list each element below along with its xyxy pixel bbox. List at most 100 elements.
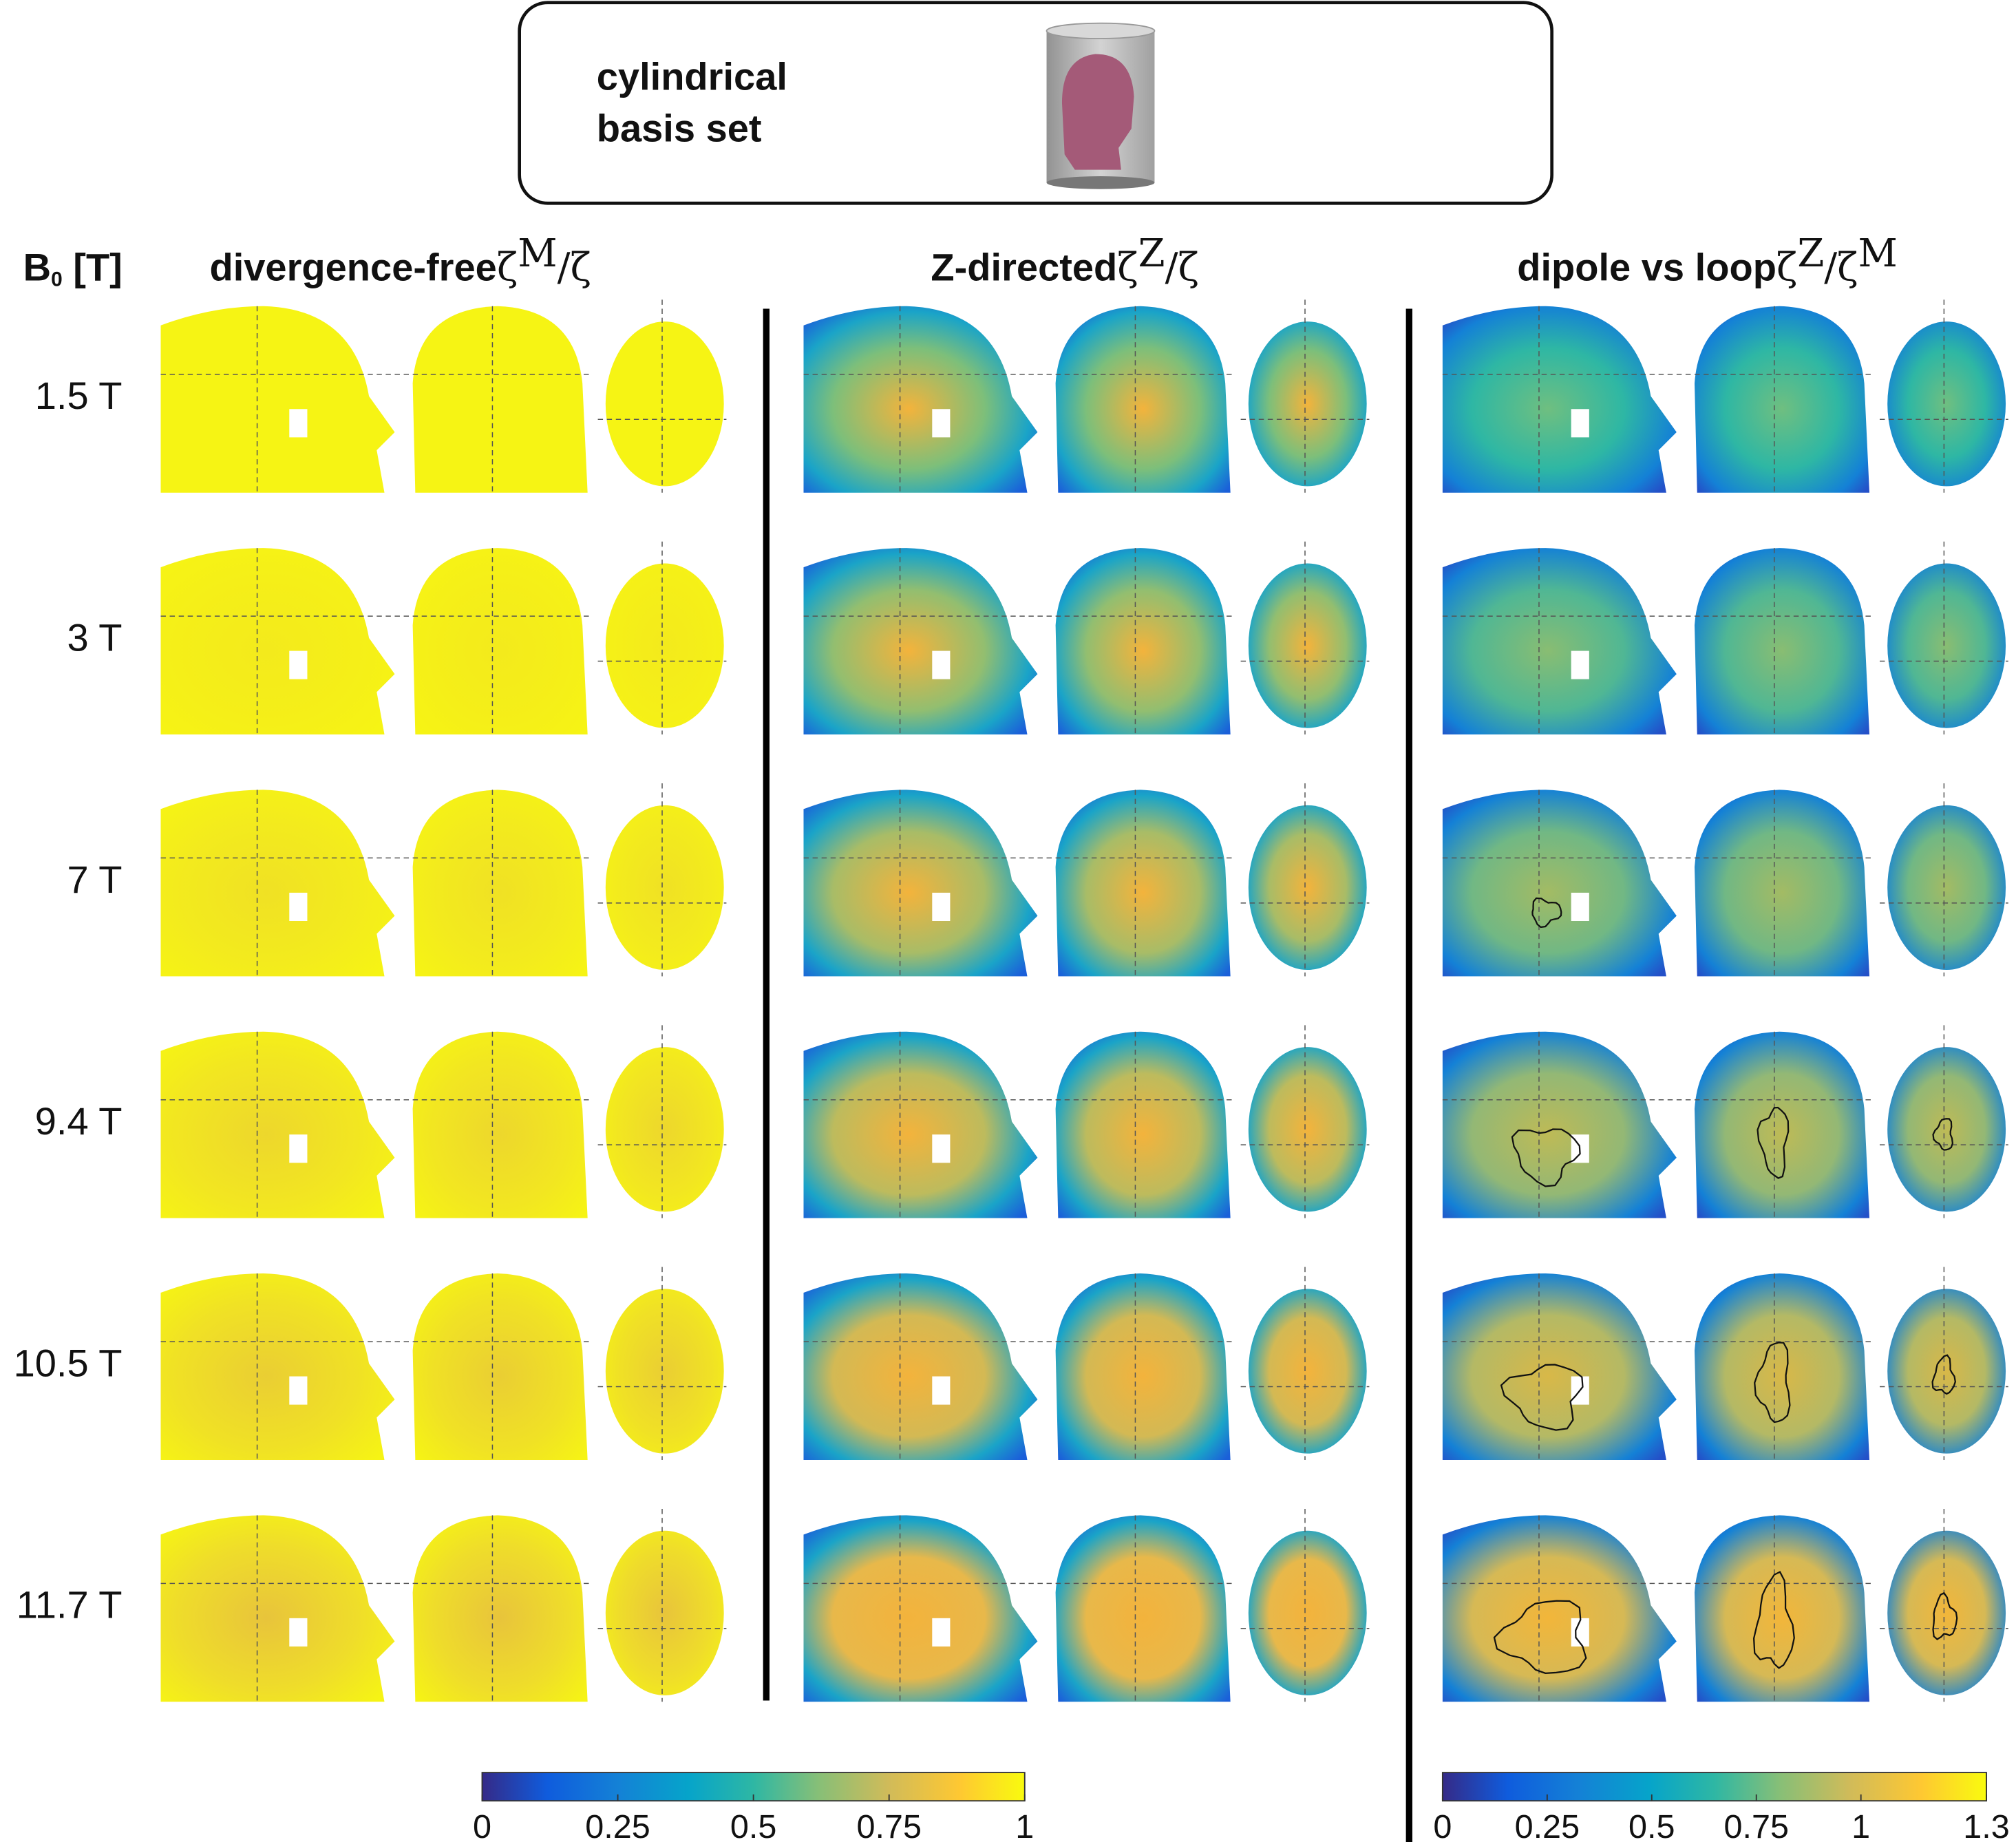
sagittal-map	[803, 306, 1038, 493]
colorbar-tick-label: 0	[473, 1808, 491, 1842]
axial-map	[1887, 321, 2006, 487]
colorbar-tick-label: 0.25	[1515, 1808, 1580, 1842]
coronal-map	[1055, 1031, 1231, 1218]
sagittal-map	[160, 790, 395, 977]
row-label: 3 T	[67, 615, 123, 659]
colorbar-tick-label: 0.75	[1723, 1808, 1789, 1842]
coronal-map	[412, 1515, 588, 1702]
column-header: Z-directedζZ/ζ	[931, 231, 1198, 290]
coronal-map	[1695, 1031, 1870, 1218]
row-label: 1.5 T	[35, 374, 123, 417]
column-header: dipole vs loopζZ/ζM	[1517, 231, 1898, 290]
formula-part: ζ	[1117, 245, 1138, 290]
sagittal-map	[160, 1273, 395, 1460]
header-box	[518, 1, 1553, 205]
coronal-map	[1055, 548, 1231, 735]
cutout	[932, 892, 951, 921]
label-part: B	[23, 245, 51, 288]
contour	[1511, 1128, 1581, 1187]
formula-part: M	[518, 231, 557, 275]
cylinder-icon	[1046, 22, 1156, 189]
coronal-map	[412, 790, 588, 977]
cutout	[289, 1618, 308, 1647]
axial-map	[1887, 1047, 2006, 1212]
sagittal-map	[160, 1515, 395, 1702]
coronal-map	[1695, 1273, 1870, 1460]
colorbar	[1441, 1772, 1987, 1802]
sagittal-map	[1442, 790, 1677, 977]
coronal-map	[412, 548, 588, 735]
coronal-map	[1695, 548, 1870, 735]
cutout	[289, 409, 308, 438]
contour	[1932, 1591, 1958, 1640]
colorbar-tick-label: 1	[1015, 1808, 1034, 1842]
contour	[1531, 897, 1562, 929]
contour	[1754, 1342, 1791, 1423]
coronal-map	[1055, 1273, 1231, 1460]
colorbar-tick-label: 0.5	[1628, 1808, 1675, 1842]
colorbar-tick-label: 1.3	[1963, 1808, 2010, 1842]
coronal-map	[1055, 1515, 1231, 1702]
cutout	[932, 1618, 951, 1647]
axial-map	[605, 1047, 724, 1212]
cutout	[289, 650, 308, 679]
cutout	[1571, 409, 1589, 438]
coronal-map	[412, 1273, 588, 1460]
axial-map	[1887, 805, 2006, 971]
column-header: divergence-freeζM/ζ	[209, 231, 591, 290]
axial-map	[1248, 1289, 1367, 1454]
coronal-map	[412, 306, 588, 493]
label-part: [T]	[63, 245, 123, 288]
formula-part: /ζ	[1165, 245, 1199, 290]
coronal-map	[1055, 790, 1231, 977]
colorbar-tick-label: 0.75	[856, 1808, 922, 1842]
row-label: 11.7 T	[17, 1583, 123, 1627]
axial-map	[1248, 1530, 1367, 1695]
formula-part: ζ	[1776, 245, 1797, 290]
axial-map	[1887, 1289, 2006, 1454]
formula-part: ζ	[497, 245, 518, 290]
cutout	[289, 1376, 308, 1405]
colorbar-tick-label: 1	[1851, 1808, 1870, 1842]
sagittal-map	[803, 1031, 1038, 1218]
sagittal-map	[160, 1031, 395, 1218]
cutout	[932, 1134, 951, 1163]
coronal-map	[1055, 306, 1231, 493]
cutout	[289, 892, 308, 921]
axial-map	[605, 321, 724, 487]
axial-map	[605, 805, 724, 971]
coronal-map	[1695, 790, 1870, 977]
sagittal-map	[1442, 306, 1677, 493]
cutout	[1571, 1618, 1589, 1647]
row-label: 9.4 T	[35, 1099, 123, 1143]
sagittal-map	[803, 1515, 1038, 1702]
cutout	[1571, 650, 1589, 679]
contour	[1757, 1106, 1790, 1179]
cutout	[1571, 892, 1589, 921]
axial-map	[1887, 563, 2006, 728]
sagittal-map	[803, 548, 1038, 735]
row-label: 7 T	[67, 858, 123, 901]
header-line: basis set	[597, 106, 762, 149]
sagittal-map	[803, 790, 1038, 977]
column-title: divergence-free	[209, 245, 496, 288]
contour	[1500, 1364, 1584, 1431]
sagittal-map	[1442, 1031, 1677, 1218]
coronal-map	[412, 1031, 588, 1218]
axial-map	[1248, 1047, 1367, 1212]
sagittal-map	[160, 306, 395, 493]
coronal-map	[1695, 306, 1870, 493]
axial-map	[1248, 563, 1367, 728]
formula-part: /ζ	[558, 245, 591, 290]
formula-part: /ζ	[1824, 245, 1858, 290]
coronal-map	[1695, 1515, 1870, 1702]
cutout	[289, 1134, 308, 1163]
cutout	[932, 650, 951, 679]
formula-part: Z	[1138, 231, 1165, 275]
header-line: cylindrical	[597, 55, 787, 98]
sagittal-map	[803, 1273, 1038, 1460]
axial-map	[1248, 321, 1367, 487]
cutout	[932, 1376, 951, 1405]
field-label: B0 [T]	[23, 245, 123, 290]
column-title: dipole vs loop	[1517, 245, 1776, 288]
